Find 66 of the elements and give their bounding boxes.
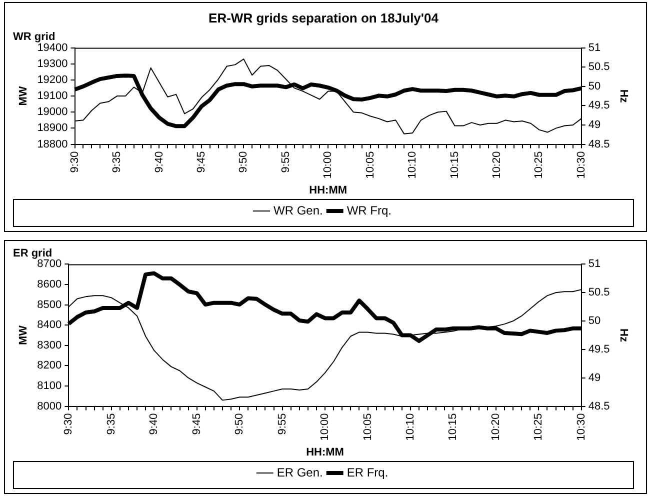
y2-tick-label: 49 xyxy=(588,119,601,132)
x-tick-label: 10:00 xyxy=(322,151,334,179)
y2-tick-label: 49.5 xyxy=(588,343,610,356)
x-tick-label: 10:15 xyxy=(447,413,460,441)
chart-subtitle: WR grid xyxy=(13,31,56,44)
x-tick-label: 10:10 xyxy=(406,151,419,179)
y-axis-title: MW xyxy=(18,86,30,106)
y-tick-label: 18800 xyxy=(37,138,68,150)
legend-label: ER Frq. xyxy=(346,465,388,480)
y-tick-label: 8700 xyxy=(37,258,62,270)
y2-tick-label: 48.5 xyxy=(588,138,610,150)
y2-tick-label: 50 xyxy=(588,80,601,92)
y2-tick-label: 49.5 xyxy=(588,100,610,112)
x-axis-title: HH:MM xyxy=(309,184,348,196)
x-tick-label: 9:30 xyxy=(62,413,75,435)
y-tick-label: 19200 xyxy=(37,74,68,86)
x-tick-label: 10:20 xyxy=(490,151,503,179)
x-tick-label: 10:00 xyxy=(319,413,332,441)
x-axis-title: HH:MM xyxy=(306,446,344,458)
y-tick-label: 8500 xyxy=(37,298,62,311)
x-tick-label: 9:35 xyxy=(105,413,118,435)
x-tick-label: 9:45 xyxy=(190,413,203,435)
y2-axis-title: Hz xyxy=(617,328,630,342)
y-tick-label: 19100 xyxy=(37,90,68,102)
x-tick-label: 9:55 xyxy=(280,151,292,173)
y2-axis-title: Hz xyxy=(617,89,630,104)
y-tick-label: 8300 xyxy=(37,339,62,352)
y2-tick-label: 51 xyxy=(588,258,601,270)
y-tick-label: 8200 xyxy=(37,360,62,372)
x-tick-label: 10:05 xyxy=(362,413,374,441)
y-axis-title: MW xyxy=(18,324,30,346)
chart-subtitle: ER grid xyxy=(13,248,52,260)
x-tick-label: 10:30 xyxy=(575,151,588,179)
x-tick-label: 10:25 xyxy=(533,151,546,179)
x-tick-label: 9:30 xyxy=(68,151,81,173)
x-tick-label: 9:35 xyxy=(111,151,124,173)
y-tick-label: 19000 xyxy=(37,106,68,118)
x-tick-label: 9:40 xyxy=(148,413,160,435)
chart-title: ER-WR grids separation on 18July'04 xyxy=(208,10,440,26)
x-tick-label: 9:50 xyxy=(238,151,250,173)
y2-tick-label: 50.5 xyxy=(588,61,610,74)
x-tick-label: 10:10 xyxy=(404,413,417,441)
y-tick-label: 8100 xyxy=(37,380,62,392)
y-tick-label: 19400 xyxy=(37,42,68,54)
legend-label: WR Frq. xyxy=(346,203,392,218)
x-tick-label: 9:40 xyxy=(153,151,166,173)
legend-label: ER Gen. xyxy=(276,465,323,480)
x-tick-label: 10:20 xyxy=(490,413,502,441)
y2-tick-label: 50 xyxy=(588,315,601,328)
y2-tick-label: 49 xyxy=(588,372,601,384)
x-tick-label: 9:45 xyxy=(195,151,208,173)
legend-label: WR Gen. xyxy=(274,203,323,218)
x-tick-label: 10:15 xyxy=(448,151,461,179)
x-tick-label: 9:55 xyxy=(276,413,288,435)
y2-tick-label: 48.5 xyxy=(588,400,610,412)
x-tick-label: 10:30 xyxy=(575,413,588,441)
x-tick-label: 10:05 xyxy=(364,151,376,179)
x-tick-label: 9:50 xyxy=(234,413,246,435)
y2-tick-label: 50.5 xyxy=(588,286,610,299)
y-tick-label: 8000 xyxy=(37,400,62,412)
y-tick-label: 8600 xyxy=(37,278,62,291)
x-tick-label: 10:25 xyxy=(532,413,545,441)
y-tick-label: 19300 xyxy=(37,58,68,70)
y-tick-label: 18900 xyxy=(37,122,68,134)
y2-tick-label: 51 xyxy=(588,42,601,54)
y-tick-label: 8400 xyxy=(37,319,62,332)
